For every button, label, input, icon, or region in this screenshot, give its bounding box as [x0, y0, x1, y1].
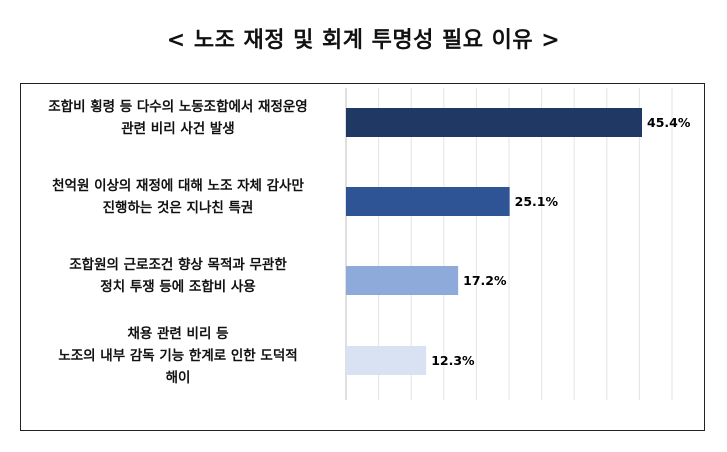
data-label-2: 25.1%: [515, 194, 559, 209]
chart-frame: [20, 83, 705, 431]
bar-2: [346, 187, 510, 216]
bar-4: [346, 346, 427, 375]
data-label-3: 17.2%: [463, 273, 507, 288]
category-label-1: 조합비 횡령 등 다수의 노동조합에서 재정운영 관련 비리 사건 발생: [48, 99, 308, 137]
chart-title: < 노조 재정 및 회계 투명성 필요 이유 >: [166, 28, 561, 53]
bar-1: [346, 108, 643, 137]
data-label-4: 12.3%: [431, 353, 475, 368]
bar-3: [346, 266, 459, 295]
category-label-4: 채용 관련 비리 등 노조의 내부 감독 기능 한계로 인한 도덕적 해이: [58, 326, 298, 386]
category-label-2: 천억원 이상의 재정에 대해 노조 자체 감사만 진행하는 것은 지나친 특권: [52, 178, 304, 216]
data-label-1: 45.4%: [647, 115, 691, 130]
category-label-3: 조합원의 근로조건 향상 목적과 무관한 정치 투쟁 등에 조합비 사용: [69, 257, 287, 295]
